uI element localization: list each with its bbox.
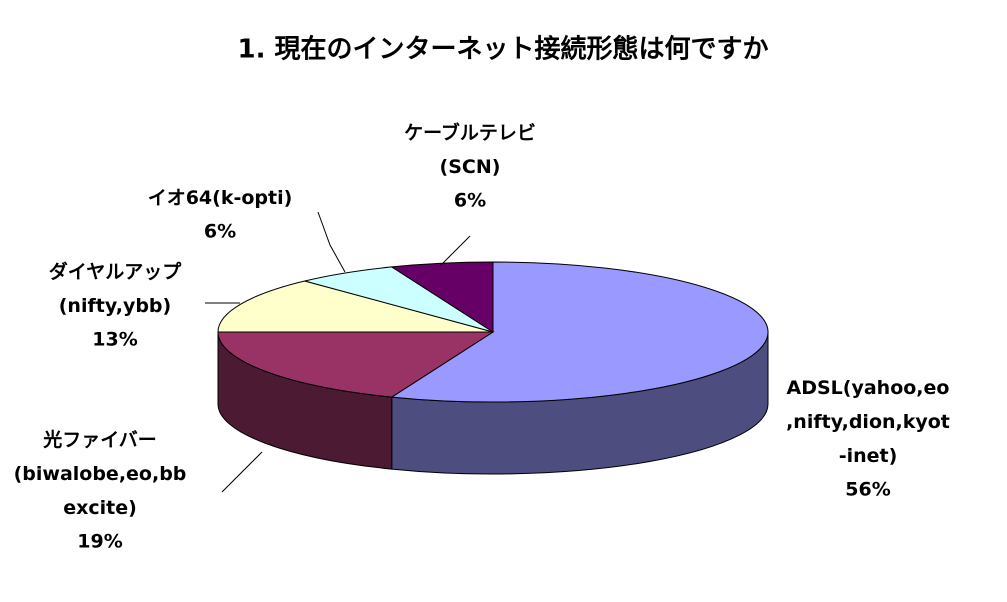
- leader-line: [221, 451, 263, 493]
- value-label: 19%: [77, 531, 122, 553]
- slice-label: ダイヤルアップ(nifty,ybb): [49, 260, 182, 317]
- slice: [390, 261, 769, 403]
- slice-label: 光ファイバー(biwalobe,eo,bb excite): [14, 428, 187, 519]
- slice-label: イオ64(k-opti): [148, 187, 293, 209]
- value-label: 56%: [845, 479, 890, 501]
- slice: [217, 280, 494, 333]
- value-label: 6%: [204, 221, 236, 243]
- leader-line: [317, 211, 346, 273]
- value-label: 6%: [454, 190, 486, 212]
- slice: [217, 331, 495, 398]
- slice-label: ADSL(yahoo,eo ,nifty,dion,kyot -inet): [786, 377, 950, 467]
- slice-label: ケーブルテレビ(SCN): [404, 121, 536, 178]
- leader-line: [439, 235, 471, 267]
- slice: [390, 261, 494, 333]
- value-label: 13%: [92, 329, 137, 351]
- chart-title: 1. 現在のインターネット接続形態は何ですか: [237, 34, 768, 65]
